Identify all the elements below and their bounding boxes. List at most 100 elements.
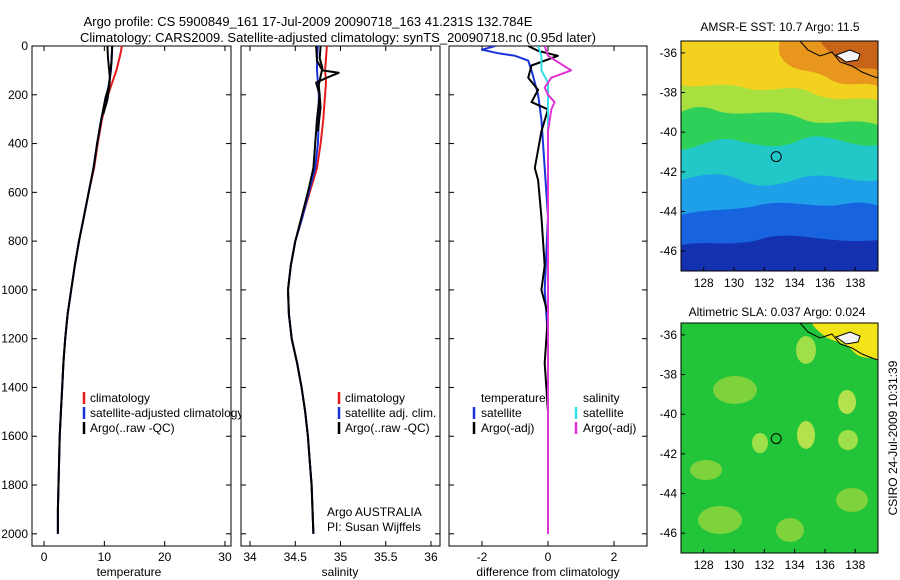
x-tick-label: 10 [98,550,112,564]
temperature-xlabel: temperature [97,565,162,579]
x-tick-label: 20 [158,550,172,564]
legend-group-salinity: salinity [583,391,620,405]
y-tick-label: 200 [8,88,28,102]
series-line-argo [102,46,114,115]
sst-coastline [799,41,878,79]
legend-label-temp-satellite: satellite [481,406,522,420]
map-y-tick-label: -42 [660,165,678,179]
x-tick-label: 34 [243,550,257,564]
map-y-tick-label: -36 [660,328,678,342]
depth-tick-labels: 0 200 400 600 800 1000 1200 1400 1600 1800 2000 [1,39,231,541]
legend-label-argo: Argo(..raw -QC) [90,421,175,435]
y-tick-label: 400 [8,137,28,151]
salinity-series [287,46,340,534]
difference-series [481,46,573,534]
csiro-timestamp-label: CSIRO 24-Jul-2009 10:31:39 [886,360,900,515]
sla-map-panel: Altimetric SLA: 0.037 Argo: 0.024 128 130… [660,305,879,572]
sla-anomaly-blob [698,506,742,534]
sla-anomaly-blob [838,390,856,414]
y-tick-label: 600 [8,185,28,199]
series-line-argo [287,46,340,534]
map-y-tick-label: -40 [660,125,678,139]
map-x-tick-label: 128 [694,276,714,290]
salinity-legend: climatology satellite adj. clim. Argo(..… [337,391,436,435]
sla-float-marker [770,433,782,445]
sst-map-field [681,41,878,271]
legend-label-sal-satellite: satellite [583,406,624,420]
sla-map-frame [680,322,879,554]
legend-label-satellite: satellite adj. clim. [345,406,436,420]
legend-label-satellite: satellite-adjusted climatology [90,406,243,420]
map-x-tick-label: 138 [845,558,865,572]
map-x-tick-label: 132 [754,558,774,572]
argo-institution-label: Argo AUSTRALIA [327,505,422,519]
x-tick-label: 35 [334,550,348,564]
sla-anomaly-blob [838,430,858,450]
sla-map-ticks: 128 130 132 134 136 138 -36 -38 -40 -42 -44 -46 [660,328,866,572]
sla-anomaly-blob [752,433,768,453]
legend-label-argo: Argo(..raw -QC) [345,421,430,435]
sla-anomaly-blob [713,376,757,404]
map-y-tick-label: -46 [660,244,678,258]
map-y-tick-label: -46 [660,526,678,540]
map-x-tick-label: 134 [785,276,805,290]
y-tick-label: 0 [21,39,28,53]
sst-deep-blue-band [681,235,878,271]
temperature-axes-frame [31,45,232,547]
temperature-series [56,46,123,534]
x-tick-label: 0 [545,550,552,564]
map-y-tick-label: -38 [660,368,678,382]
difference-legend: temperature satellite Argo(-adj) salinit… [472,391,636,435]
sla-map-field [681,323,878,553]
temperature-panel: 0 200 400 600 800 1000 1200 1400 1600 1800 2000 0 1… [1,39,243,579]
sla-anomaly-blob [690,460,722,480]
map-x-tick-label: 136 [815,558,835,572]
legend-label-temp-argo: Argo(-adj) [481,421,534,435]
map-x-tick-label: 128 [694,558,714,572]
x-tick-label: 34.5 [284,550,308,564]
sla-anomaly-blob [796,336,816,364]
map-x-tick-label: 138 [845,276,865,290]
difference-panel: -2 0 2 difference from climatology tempera… [448,45,648,579]
map-x-tick-label: 130 [724,276,744,290]
y-tick-label: 1000 [1,283,28,297]
legend-label-sal-argo: Argo(-adj) [583,421,636,435]
sla-map-title: Altimetric SLA: 0.037 Argo: 0.024 [689,305,866,319]
x-tick-label: 36 [424,550,438,564]
x-tick-label: 35.5 [374,550,398,564]
map-y-tick-label: -42 [660,447,678,461]
map-y-tick-label: -44 [660,487,678,501]
difference-xlabel: difference from climatology [476,565,619,579]
y-tick-label: 2000 [1,527,28,541]
y-tick-label: 800 [8,234,28,248]
series-line-argo [316,46,324,132]
sst-float-marker [770,151,782,163]
y-tick-label: 1800 [1,478,28,492]
x-tick-label: 0 [41,550,48,564]
salinity-axes-frame [240,45,441,547]
sla-coastline [799,323,878,361]
salinity-xlabel: salinity [322,565,359,579]
legend-label-climatology: climatology [345,391,405,405]
map-x-tick-label: 136 [815,276,835,290]
y-tick-label: 1200 [1,332,28,346]
sst-map-title: AMSR-E SST: 10.7 Argo: 11.5 [700,20,860,34]
map-y-tick-label: -38 [660,86,678,100]
sst-map-frame [680,40,879,272]
sst-map-panel: AMSR-E SST: 10.7 Argo: 11.5 128 130 132 134… [660,20,879,290]
figure-title-line2: Climatology: CARS2009. Satellite-adjuste… [80,30,596,45]
map-x-tick-label: 134 [785,558,805,572]
legend-group-temperature: temperature [481,391,546,405]
map-y-tick-label: -36 [660,46,678,60]
series-line-sal_argo [543,46,573,534]
legend-label-climatology: climatology [90,391,150,405]
temperature-tick-labels: 0 10 20 30 [41,46,232,564]
x-tick-label: -2 [477,550,488,564]
y-tick-label: 1600 [1,429,28,443]
sla-anomaly-blob [797,421,815,449]
x-tick-label: 30 [218,550,232,564]
map-x-tick-label: 132 [754,276,774,290]
sla-anomaly-blob [836,488,868,512]
figure-title-line1: Argo profile: CS 5900849_161 17-Jul-2009… [84,14,533,29]
